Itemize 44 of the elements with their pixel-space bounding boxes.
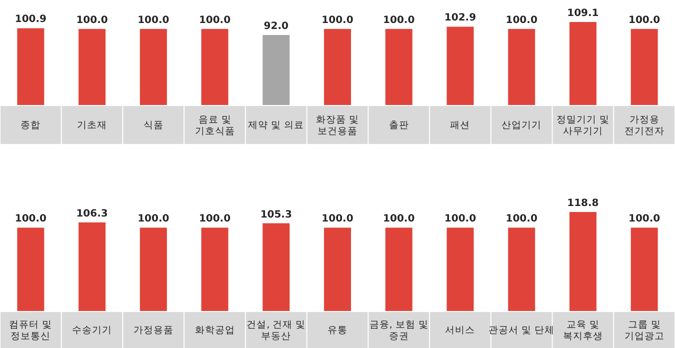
data-label: 100.0 bbox=[322, 14, 354, 26]
data-label: 100.0 bbox=[628, 14, 660, 26]
data-label: 100.0 bbox=[383, 214, 415, 225]
data-label: 100.0 bbox=[322, 214, 354, 225]
x-tick-label: 가정용 전기전자 bbox=[624, 114, 664, 136]
x-tick-label: 종합 bbox=[20, 120, 41, 130]
x-tick-label: 그룹 및 기업광고 bbox=[624, 318, 664, 342]
data-label: 100.0 bbox=[506, 14, 538, 26]
x-tick-label: 정밀기기 및 사무기기 bbox=[556, 114, 610, 136]
data-label: 109.1 bbox=[567, 8, 599, 19]
data-label: 100.0 bbox=[138, 214, 170, 225]
x-tick-label: 관공서 및 단체 bbox=[488, 324, 555, 336]
x-tick-label: 건설, 건재 및 부동산 bbox=[246, 318, 306, 342]
x-tick-label: 음료 및 기호식품 bbox=[194, 114, 235, 136]
x-tick-label: 수송기기 bbox=[72, 324, 112, 336]
data-label: 105.3 bbox=[260, 209, 292, 220]
data-label: 92.0 bbox=[264, 21, 289, 32]
data-label: 100.0 bbox=[76, 14, 108, 26]
x-tick-label: 산업기기 bbox=[502, 120, 542, 130]
x-tick-label: 화학공업 bbox=[194, 324, 235, 336]
data-label: 100.0 bbox=[506, 214, 538, 225]
data-label: 100.0 bbox=[198, 14, 231, 26]
data-label: 100.0 bbox=[383, 14, 415, 26]
x-tick-label: 서비스 bbox=[445, 324, 476, 336]
data-label: 100.0 bbox=[198, 214, 231, 225]
x-tick-label: 가정용품 bbox=[133, 324, 174, 336]
x-tick-label: 식품 bbox=[143, 120, 164, 130]
x-tick-label: 화장품 및 보건용품 bbox=[316, 114, 360, 136]
data-label: 118.8 bbox=[567, 198, 599, 209]
x-tick-label: 출판 bbox=[388, 120, 409, 130]
data-label: 100.0 bbox=[14, 214, 47, 225]
x-tick-label: 컴퓨터 및 정보통신 bbox=[9, 318, 52, 342]
x-tick-label: 금융, 보험 및 증권 bbox=[369, 318, 428, 342]
x-tick-label: 교육 및 복지후생 bbox=[562, 318, 603, 342]
x-tick-label: 유통 bbox=[328, 324, 348, 336]
data-label: 100.0 bbox=[628, 214, 660, 225]
data-label: 100.0 bbox=[444, 214, 476, 225]
data-label: 102.9 bbox=[444, 12, 476, 24]
data-label: 106.3 bbox=[76, 208, 108, 220]
x-tick-label: 제약 및 의료 bbox=[248, 120, 304, 130]
data-label: 100.0 bbox=[138, 14, 170, 26]
x-tick-label: 기초재 bbox=[77, 120, 108, 130]
x-tick-label: 패션 bbox=[450, 120, 470, 130]
data-label: 100.9 bbox=[14, 14, 47, 26]
